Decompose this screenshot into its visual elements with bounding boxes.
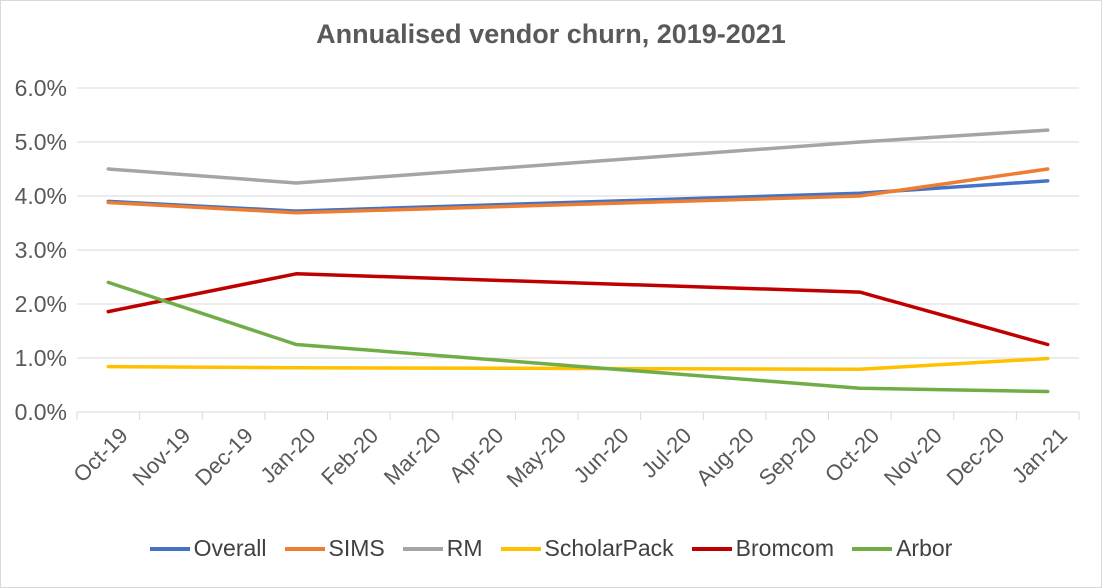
x-tick-label: Oct-20 — [820, 423, 884, 487]
legend-label: Arbor — [896, 535, 953, 561]
x-tick-label: Jun-20 — [568, 423, 633, 488]
legend-item-scholarpack: ScholarPack — [500, 535, 674, 562]
legend-item-overall: Overall — [149, 535, 267, 562]
legend-swatch — [852, 546, 893, 551]
x-tick-label: Nov-19 — [128, 423, 196, 491]
series-line-bromcom — [106, 272, 1050, 347]
x-tick-label: Oct-19 — [68, 423, 132, 487]
legend-swatch — [284, 546, 325, 551]
x-tick-label: May-20 — [502, 423, 572, 493]
legend-label: Overall — [193, 535, 267, 561]
y-tick-label: 4.0% — [15, 183, 67, 209]
legend: Overall SIMS RM ScholarPack Bromcom Arbor — [1, 535, 1101, 562]
legend-swatch — [149, 546, 190, 551]
y-tick-label: 1.0% — [15, 345, 67, 371]
y-tick-label: 0.0% — [15, 399, 67, 425]
legend-item-bromcom: Bromcom — [691, 535, 835, 562]
x-tick-label: Nov-20 — [879, 423, 947, 491]
legend-item-arbor: Arbor — [852, 535, 952, 562]
x-tick-label: Dec-20 — [942, 423, 1010, 491]
legend-item-sims: SIMS — [284, 535, 385, 562]
y-tick-label: 5.0% — [15, 129, 67, 155]
chart-title: Annualised vendor churn, 2019-2021 — [316, 19, 786, 49]
y-tick-label: 2.0% — [15, 291, 67, 317]
series-line-sims — [106, 167, 1050, 215]
x-tick-label: Feb-20 — [316, 423, 383, 490]
y-tick-label: 6.0% — [15, 75, 67, 101]
x-tick-label: Jul-20 — [636, 423, 696, 483]
x-tick-label: Mar-20 — [379, 423, 446, 490]
legend-label: ScholarPack — [544, 535, 674, 561]
y-tick-label: 3.0% — [15, 237, 67, 263]
x-tick-label: Sep-20 — [754, 423, 822, 491]
x-tick-label: Jan-21 — [1007, 423, 1072, 488]
legend-label: Bromcom — [735, 535, 835, 561]
legend-swatch — [402, 546, 443, 551]
legend-item-rm: RM — [402, 535, 483, 562]
x-tick-label: Apr-20 — [444, 423, 508, 487]
series-line-rm — [106, 128, 1050, 185]
x-tick-label: Aug-20 — [691, 423, 759, 491]
legend-label: RM — [446, 535, 483, 561]
legend-swatch — [500, 546, 541, 551]
x-tick-label: Jan-20 — [255, 423, 320, 488]
legend-label: SIMS — [328, 535, 385, 561]
legend-swatch — [691, 546, 732, 551]
series-line-scholarpack — [106, 356, 1050, 372]
series-line-arbor — [106, 280, 1050, 394]
x-tick-label: Dec-19 — [190, 423, 258, 491]
